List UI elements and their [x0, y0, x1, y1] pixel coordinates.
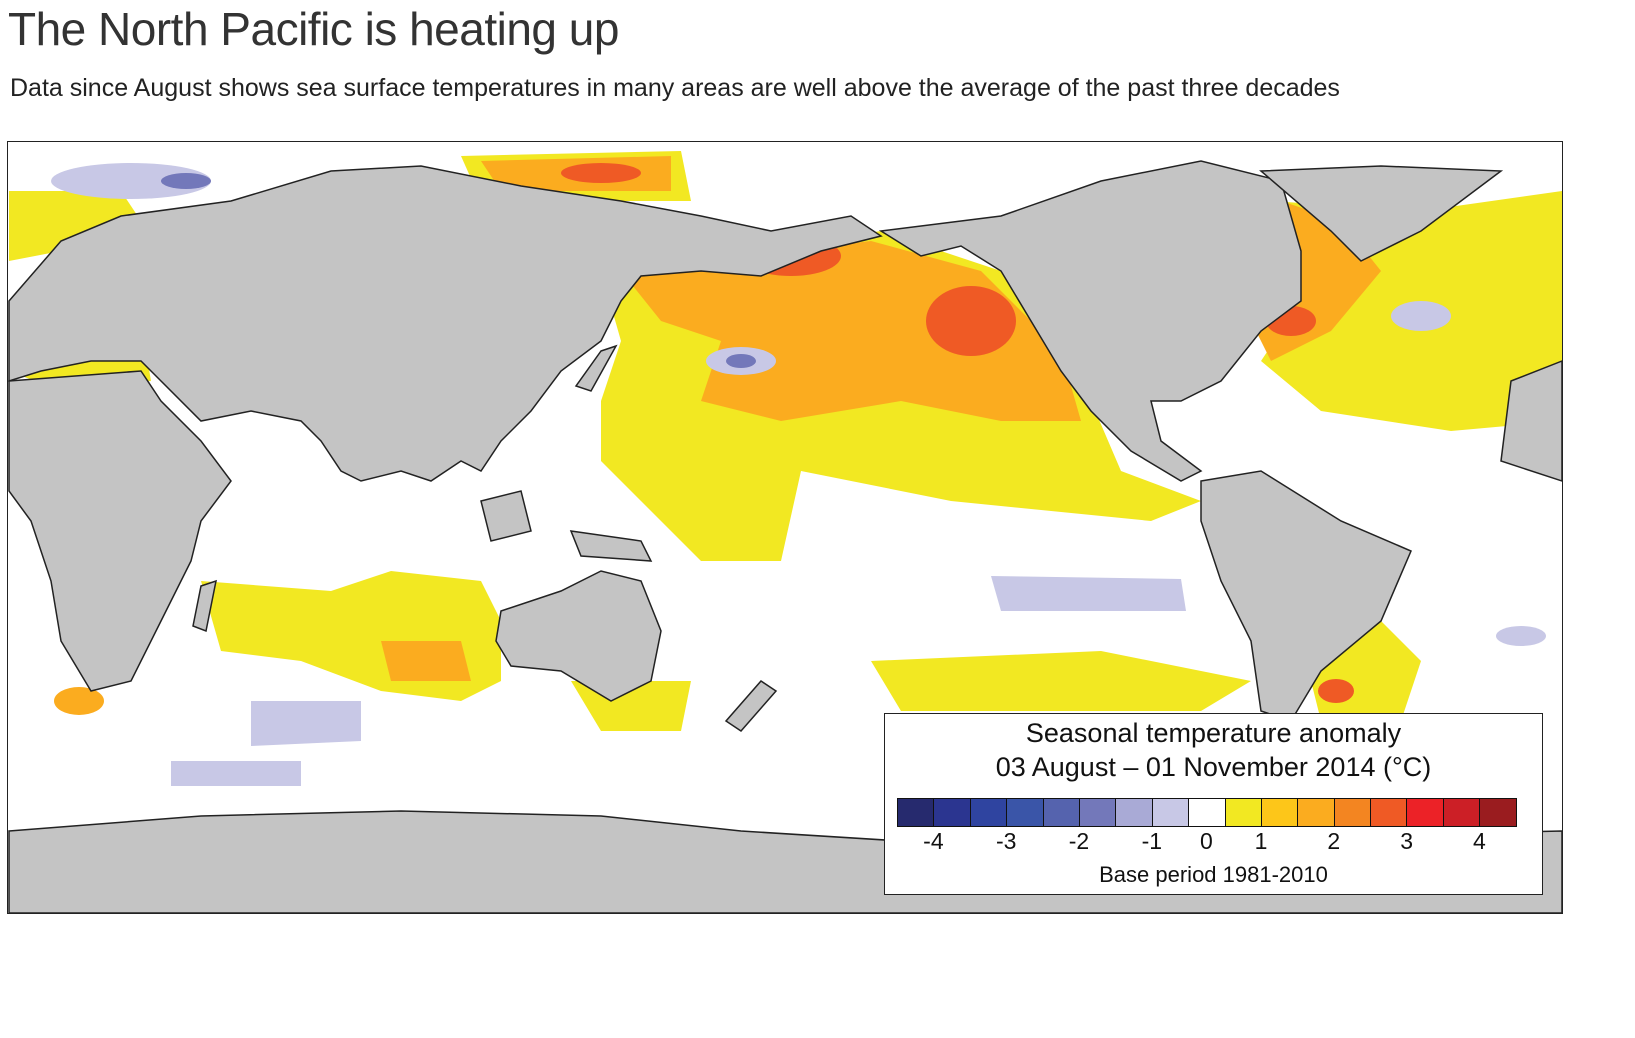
- scale-tick-label: 1: [1254, 828, 1268, 854]
- scale-swatch-6: [1116, 799, 1153, 826]
- scale-tick-label: -3: [995, 828, 1017, 854]
- anomaly-north-pacific-orange: [621, 241, 1081, 421]
- scale-swatch-13: [1371, 799, 1408, 826]
- scale-tick-label: -2: [1068, 828, 1090, 854]
- scale-tick-label: 0: [1199, 828, 1213, 854]
- page-title: The North Pacific is heating up: [8, 3, 619, 55]
- madagascar: [192, 579, 217, 633]
- new-guinea: [569, 530, 653, 562]
- anomaly-gulf-alaska-hotspot: [926, 286, 1016, 356]
- anomaly-arctic-hotspot: [561, 163, 641, 183]
- scale-swatch-9: [1225, 799, 1262, 826]
- scale-swatch-12: [1334, 799, 1372, 826]
- scale-tick-label: 2: [1327, 828, 1341, 854]
- legend-date-range: 03 August – 01 November 2014 (°C): [995, 752, 1432, 782]
- anomaly-south-atlantic-cool: [1496, 626, 1546, 646]
- australia: [495, 570, 662, 702]
- scale-swatch-7: [1152, 799, 1190, 826]
- south-america: [1200, 470, 1412, 722]
- anomaly-indian-orange: [381, 641, 471, 681]
- scale-swatch-2: [970, 799, 1008, 826]
- color-scale: [897, 798, 1517, 827]
- scale-tick-label: -4: [923, 828, 944, 854]
- map-canvas: [8, 151, 1562, 913]
- anomaly-europe-yellow: [9, 191, 141, 261]
- eurasia: [8, 165, 883, 482]
- scale-swatch-14: [1407, 799, 1444, 826]
- scale-swatch-11: [1298, 799, 1335, 826]
- anomaly-south-pacific-cool: [991, 576, 1186, 611]
- borneo: [480, 490, 532, 542]
- scale-swatch-15: [1443, 799, 1481, 826]
- scale-swatch-0: [898, 799, 935, 826]
- anomaly-madagascar-orange: [54, 687, 104, 715]
- north-america: [878, 160, 1302, 482]
- anomaly-atlantic-cool: [1391, 301, 1451, 331]
- anomaly-arctic-cool: [51, 163, 211, 199]
- page-subtitle: Data since August shows sea surface temp…: [10, 74, 1340, 102]
- legend-title: Seasonal temperature anomaly: [1025, 718, 1402, 748]
- europe-west: [1500, 360, 1562, 482]
- new-zealand: [724, 680, 778, 732]
- scale-tick-label: 3: [1400, 828, 1413, 854]
- base-period: Base period 1981-2010: [1099, 862, 1328, 887]
- anomaly-southern-ocean-cool-2: [171, 761, 301, 786]
- sea-surface-temperature-map: Seasonal temperature anomaly 03 August –…: [7, 141, 1563, 914]
- scale-swatch-4: [1043, 799, 1080, 826]
- scale-swatch-1: [934, 799, 971, 826]
- anomaly-southern-ocean-cool: [251, 701, 361, 746]
- scale-swatch-3: [1007, 799, 1044, 826]
- africa: [8, 370, 232, 692]
- scale-swatch-8: [1189, 799, 1226, 826]
- scale-swatch-10: [1261, 799, 1299, 826]
- anomaly-south-pacific-yellow: [871, 651, 1251, 711]
- anomaly-indian-ocean-yellow: [201, 571, 501, 701]
- scale-swatch-16: [1480, 799, 1516, 826]
- anomaly-argentina-hotspot: [1318, 679, 1354, 703]
- legend: Seasonal temperature anomaly 03 August –…: [884, 713, 1543, 895]
- scale-swatch-5: [1079, 799, 1117, 826]
- japan: [574, 344, 618, 392]
- anomaly-arctic-cool-core: [161, 173, 211, 189]
- scale-tick-label: 4: [1472, 828, 1486, 854]
- scale-tick-label: -1: [1141, 828, 1163, 854]
- anomaly-north-pacific-cool-core: [726, 354, 756, 368]
- greenland: [1259, 165, 1504, 262]
